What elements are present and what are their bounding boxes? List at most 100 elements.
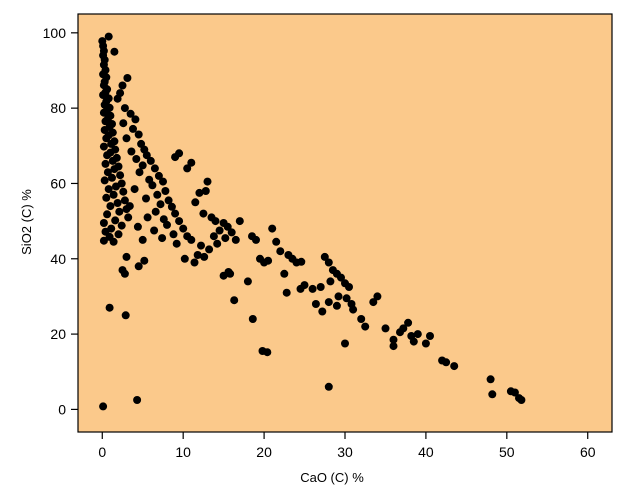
data-point (280, 269, 289, 278)
data-point (127, 147, 136, 156)
data-point (101, 159, 110, 168)
x-tick-label: 20 (256, 444, 272, 460)
data-point (126, 109, 135, 118)
data-point (130, 185, 139, 194)
data-point (209, 232, 218, 241)
data-point (161, 187, 170, 195)
data-point (248, 315, 257, 323)
data-point (116, 171, 125, 180)
data-point (324, 298, 333, 307)
data-point (103, 168, 112, 177)
data-point (413, 330, 422, 339)
data-point (138, 235, 147, 244)
data-point (488, 390, 497, 399)
data-point (263, 348, 272, 357)
data-point (142, 151, 151, 160)
data-point (109, 237, 118, 246)
data-point (108, 173, 116, 182)
x-tick-label: 0 (98, 444, 106, 460)
data-point (235, 217, 244, 226)
data-point (297, 257, 306, 266)
data-point (342, 294, 351, 303)
data-point (164, 196, 173, 205)
data-point (146, 156, 155, 165)
y-tick-label: 60 (50, 175, 66, 191)
data-point (231, 235, 240, 244)
data-point (114, 230, 123, 239)
data-point (120, 269, 129, 278)
data-point (154, 171, 163, 180)
data-point (268, 224, 277, 233)
data-point (153, 190, 162, 199)
data-point (272, 237, 281, 246)
data-point (110, 47, 119, 56)
data-point (311, 300, 320, 308)
data-point (156, 200, 165, 209)
data-point (337, 273, 345, 282)
data-point (134, 130, 143, 139)
data-point (119, 187, 128, 196)
y-axis-label: SiO2 (C) % (19, 189, 34, 255)
data-point (450, 362, 459, 371)
data-point (409, 337, 418, 346)
data-point (105, 303, 114, 312)
data-point (357, 315, 366, 323)
y-tick-label: 40 (50, 251, 66, 267)
data-point (361, 322, 370, 331)
data-point (203, 177, 212, 186)
data-point (276, 247, 285, 256)
data-point (195, 188, 204, 197)
x-tick-label: 10 (175, 444, 191, 460)
data-point (110, 165, 119, 174)
data-point (103, 151, 112, 160)
data-point (113, 199, 122, 207)
data-point (252, 235, 260, 244)
data-point (150, 226, 159, 235)
data-point (120, 196, 129, 205)
data-point (143, 213, 152, 222)
plot-area (78, 14, 612, 432)
data-point (426, 332, 434, 340)
data-point (99, 219, 108, 227)
data-point (442, 358, 451, 367)
data-point (324, 258, 333, 267)
data-point (100, 176, 109, 185)
data-points (98, 32, 526, 411)
x-tick-label: 50 (499, 444, 515, 460)
y-axis: 0 20 40 60 80 100 (43, 25, 78, 417)
data-point (172, 239, 181, 248)
data-point (517, 396, 526, 404)
data-point (117, 221, 126, 230)
data-point (159, 177, 167, 186)
data-point (264, 256, 273, 265)
data-point (169, 230, 178, 239)
data-point (115, 207, 124, 216)
data-point (118, 81, 127, 90)
data-point (227, 228, 236, 237)
data-point (282, 288, 291, 297)
data-point (308, 284, 317, 293)
x-tick-label: 40 (418, 444, 434, 460)
data-point (205, 245, 214, 254)
data-point (167, 202, 176, 211)
data-point (133, 396, 142, 404)
y-tick-label: 0 (58, 401, 66, 417)
data-point (99, 402, 108, 411)
data-point (421, 339, 430, 348)
data-point (399, 324, 408, 333)
x-axis: 0 10 20 30 40 50 60 (98, 432, 596, 460)
data-point (124, 213, 133, 222)
data-point (113, 94, 122, 103)
data-point (300, 281, 309, 290)
data-point (109, 190, 118, 199)
data-point (103, 210, 112, 219)
data-point (121, 311, 130, 320)
data-point (102, 193, 111, 202)
data-point (316, 283, 325, 291)
data-point (389, 342, 398, 351)
data-point (389, 335, 398, 344)
data-point (180, 254, 189, 263)
data-point (197, 241, 205, 250)
data-point (345, 283, 353, 291)
